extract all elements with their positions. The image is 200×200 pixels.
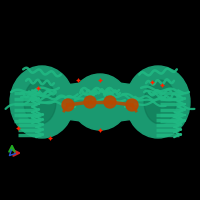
Ellipse shape [62, 99, 74, 111]
Ellipse shape [72, 74, 128, 130]
Ellipse shape [144, 80, 176, 124]
Ellipse shape [126, 99, 138, 111]
Ellipse shape [104, 96, 116, 108]
Ellipse shape [38, 82, 162, 122]
Ellipse shape [10, 66, 74, 138]
Ellipse shape [84, 96, 96, 108]
Ellipse shape [126, 66, 190, 138]
Ellipse shape [24, 80, 56, 124]
